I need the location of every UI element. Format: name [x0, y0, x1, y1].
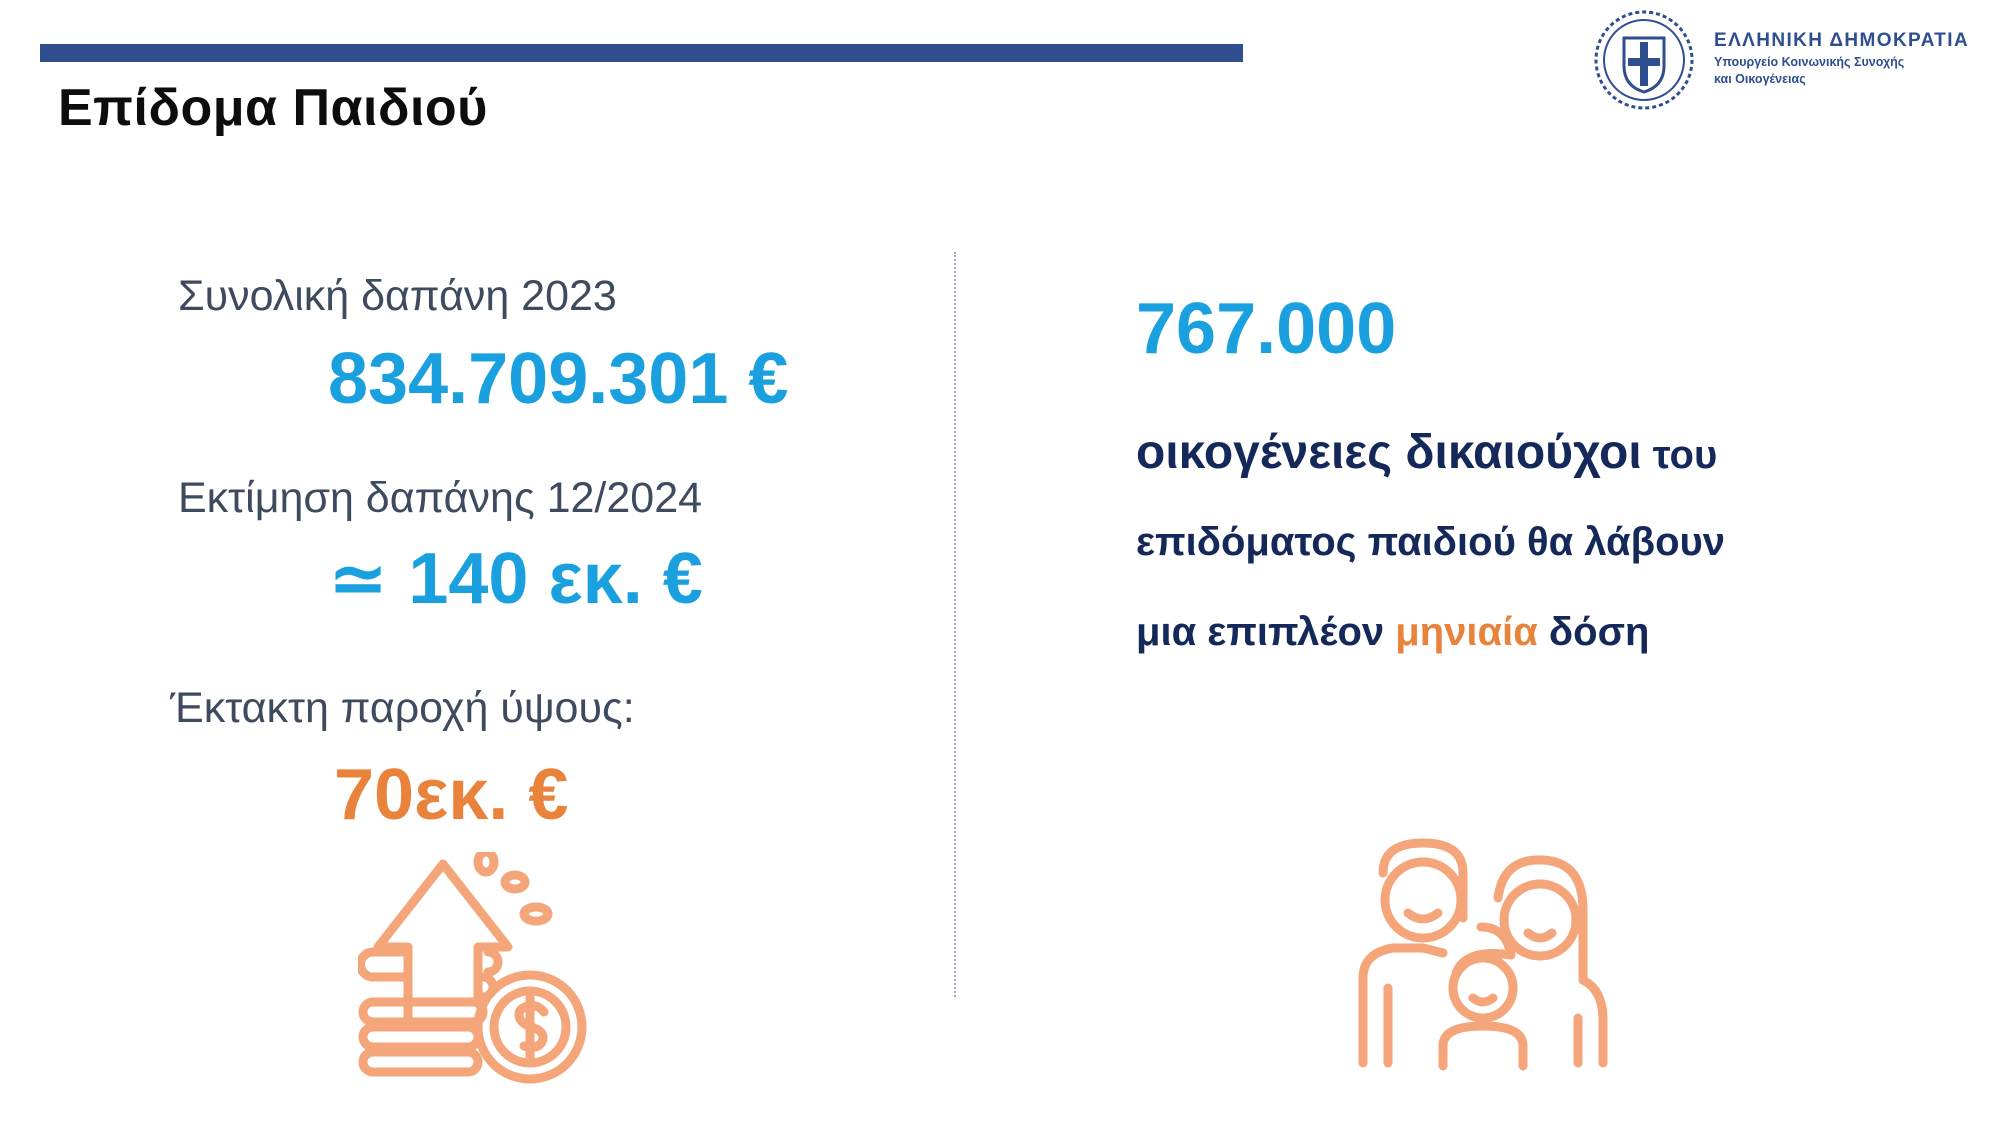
beneficiaries-line-3: μια επιπλέον μηνιαία δόση — [1136, 610, 1649, 655]
greek-coat-of-arms-icon — [1594, 10, 1694, 110]
beneficiaries-line-2: επιδόματος παιδιού θα λάβουν — [1136, 520, 1726, 564]
line3-start: μια επιπλέον — [1136, 610, 1396, 654]
logo-ministry-name: Υπουργείο Κοινωνικής Συνοχής — [1714, 55, 1905, 69]
column-divider — [954, 252, 956, 997]
extra-benefit-value: 70εκ. € — [334, 755, 569, 835]
logo-ministry-name-2: και Οικογένειας — [1714, 72, 1806, 86]
money-growth-icon — [358, 852, 587, 1084]
line3-end: δόση — [1537, 610, 1650, 654]
extra-benefit-label: Έκτακτη παροχή ύψους: — [170, 684, 635, 732]
monthly-highlight: μηνιαία — [1395, 610, 1538, 654]
beneficiary-count: 767.000 — [1136, 289, 1397, 369]
beneficiaries-bold-text: οικογένειες δικαιούχοι — [1136, 426, 1642, 479]
estimate-value: ≃ 140 εκ. € — [328, 539, 703, 619]
family-icon — [1358, 838, 1608, 1071]
beneficiaries-line-1: οικογένειες δικαιούχοι του — [1136, 425, 1717, 480]
header-bar — [40, 44, 1243, 62]
total-spend-label: Συνολική δαπάνη 2023 — [178, 272, 617, 320]
page-title: Επίδομα Παιδιού — [58, 79, 488, 137]
estimate-label: Εκτίμηση δαπάνης 12/2024 — [178, 474, 703, 522]
logo-country-name: ΕΛΛΗΝΙΚΗ ΔΗΜΟΚΡΑΤΙΑ — [1714, 30, 1970, 51]
ministry-logo: ΕΛΛΗΝΙΚΗ ΔΗΜΟΚΡΑΤΙΑ Υπουργείο Κοινωνικής… — [1592, 8, 1992, 112]
total-spend-value: 834.709.301 € — [328, 339, 789, 419]
beneficiaries-suffix: του — [1641, 433, 1718, 477]
